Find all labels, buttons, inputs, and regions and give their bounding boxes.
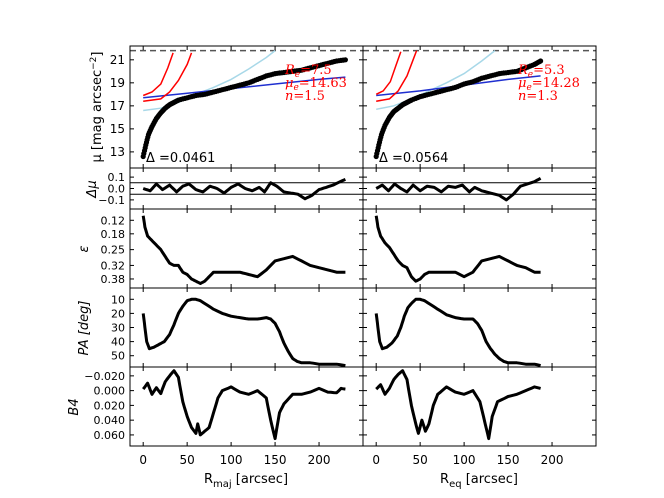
x-tick-label: 150 bbox=[264, 453, 287, 467]
data-point bbox=[538, 58, 544, 64]
y-axis-label-ellipticity: ε bbox=[77, 245, 92, 252]
panel-pa-right bbox=[374, 297, 541, 367]
model-total-line bbox=[376, 50, 496, 111]
y-tick-label: 0.12 bbox=[101, 214, 126, 227]
profile-line bbox=[375, 176, 542, 202]
annotation-mue: μe=14.28 bbox=[518, 76, 580, 93]
panel-eps-right bbox=[374, 215, 541, 283]
gaussian-component-line bbox=[375, 51, 402, 95]
profile-line bbox=[141, 297, 346, 367]
y-axis-label-b4: B4 bbox=[67, 398, 82, 415]
y-tick-label: 0.040 bbox=[94, 414, 126, 427]
panel-mu-left bbox=[130, 49, 363, 160]
data-point bbox=[342, 57, 348, 63]
y-tick-label: 15 bbox=[110, 122, 125, 136]
y-tick-label: 0.020 bbox=[94, 399, 126, 412]
annotation-delta: Δ =0.0564 bbox=[379, 151, 448, 166]
x-axis-label-rmaj: Rmaj [arcsec] bbox=[204, 472, 288, 490]
y-tick-label: 50 bbox=[111, 350, 125, 363]
x-tick-label: 0 bbox=[372, 453, 380, 467]
annotation-delta: Δ =0.0461 bbox=[146, 151, 215, 166]
profile-line bbox=[142, 369, 346, 441]
annotation-mue: μe=14.63 bbox=[285, 76, 347, 93]
profile-line bbox=[141, 215, 346, 285]
y-tick-label: 20 bbox=[111, 307, 125, 320]
profile-line bbox=[142, 178, 346, 201]
exponential-disk-line bbox=[143, 76, 346, 99]
sersic-bulge-line bbox=[376, 50, 418, 102]
y-tick-label: 13 bbox=[110, 145, 125, 159]
panel-dmu-left bbox=[130, 178, 363, 201]
x-tick-label: 200 bbox=[308, 453, 331, 467]
profile-line bbox=[374, 215, 541, 283]
y-tick-label: 10 bbox=[111, 293, 125, 306]
annotation-n: n=1.5 bbox=[285, 89, 325, 104]
profile-line bbox=[375, 369, 541, 441]
panel-b4-left bbox=[142, 369, 346, 441]
x-tick-label: 100 bbox=[220, 453, 243, 467]
y-tick-label: 0.18 bbox=[101, 228, 126, 241]
x-tick-label: 100 bbox=[453, 453, 476, 467]
x-tick-label: 0 bbox=[139, 453, 147, 467]
y-tick-label: 40 bbox=[111, 336, 125, 349]
panel-eps-left bbox=[141, 215, 346, 285]
y-axis-label-pa: PA [deg] bbox=[77, 301, 92, 356]
y-tick-label: 0.1 bbox=[108, 171, 126, 184]
panel-dmu-right bbox=[363, 176, 596, 202]
panel-pa-left bbox=[141, 297, 346, 367]
y-tick-label: 19 bbox=[110, 76, 125, 90]
y-tick-label: −0.020 bbox=[84, 370, 125, 383]
y-axis-label-dmu: Δμ bbox=[85, 180, 100, 198]
panel-b4-right bbox=[375, 369, 541, 441]
x-tick-label: 150 bbox=[497, 453, 520, 467]
profile-line bbox=[374, 297, 541, 367]
gaussian-component-line bbox=[142, 52, 174, 97]
panel-mu-right bbox=[363, 49, 596, 160]
y-tick-label: 30 bbox=[111, 322, 125, 335]
y-tick-label: −0.1 bbox=[98, 194, 125, 207]
x-axis-label-req: Req [arcsec] bbox=[440, 472, 518, 490]
y-tick-label: 21 bbox=[110, 53, 125, 67]
y-tick-label: 0.060 bbox=[94, 429, 126, 442]
x-tick-label: 50 bbox=[180, 453, 195, 467]
y-tick-label: 0.0 bbox=[108, 183, 126, 196]
y-tick-label: 17 bbox=[110, 99, 125, 113]
y-axis-label-mu: μ [mag arcsec−2] bbox=[89, 52, 105, 163]
x-tick-label: 50 bbox=[413, 453, 428, 467]
annotation-n: n=1.3 bbox=[518, 89, 558, 104]
y-tick-label: 0.25 bbox=[101, 244, 126, 257]
x-tick-label: 200 bbox=[541, 453, 564, 467]
y-tick-label: 0.38 bbox=[101, 273, 126, 286]
sersic-bulge-line bbox=[143, 52, 193, 102]
y-tick-label: 0.000 bbox=[94, 385, 126, 398]
y-tick-label: 0.32 bbox=[101, 259, 126, 272]
